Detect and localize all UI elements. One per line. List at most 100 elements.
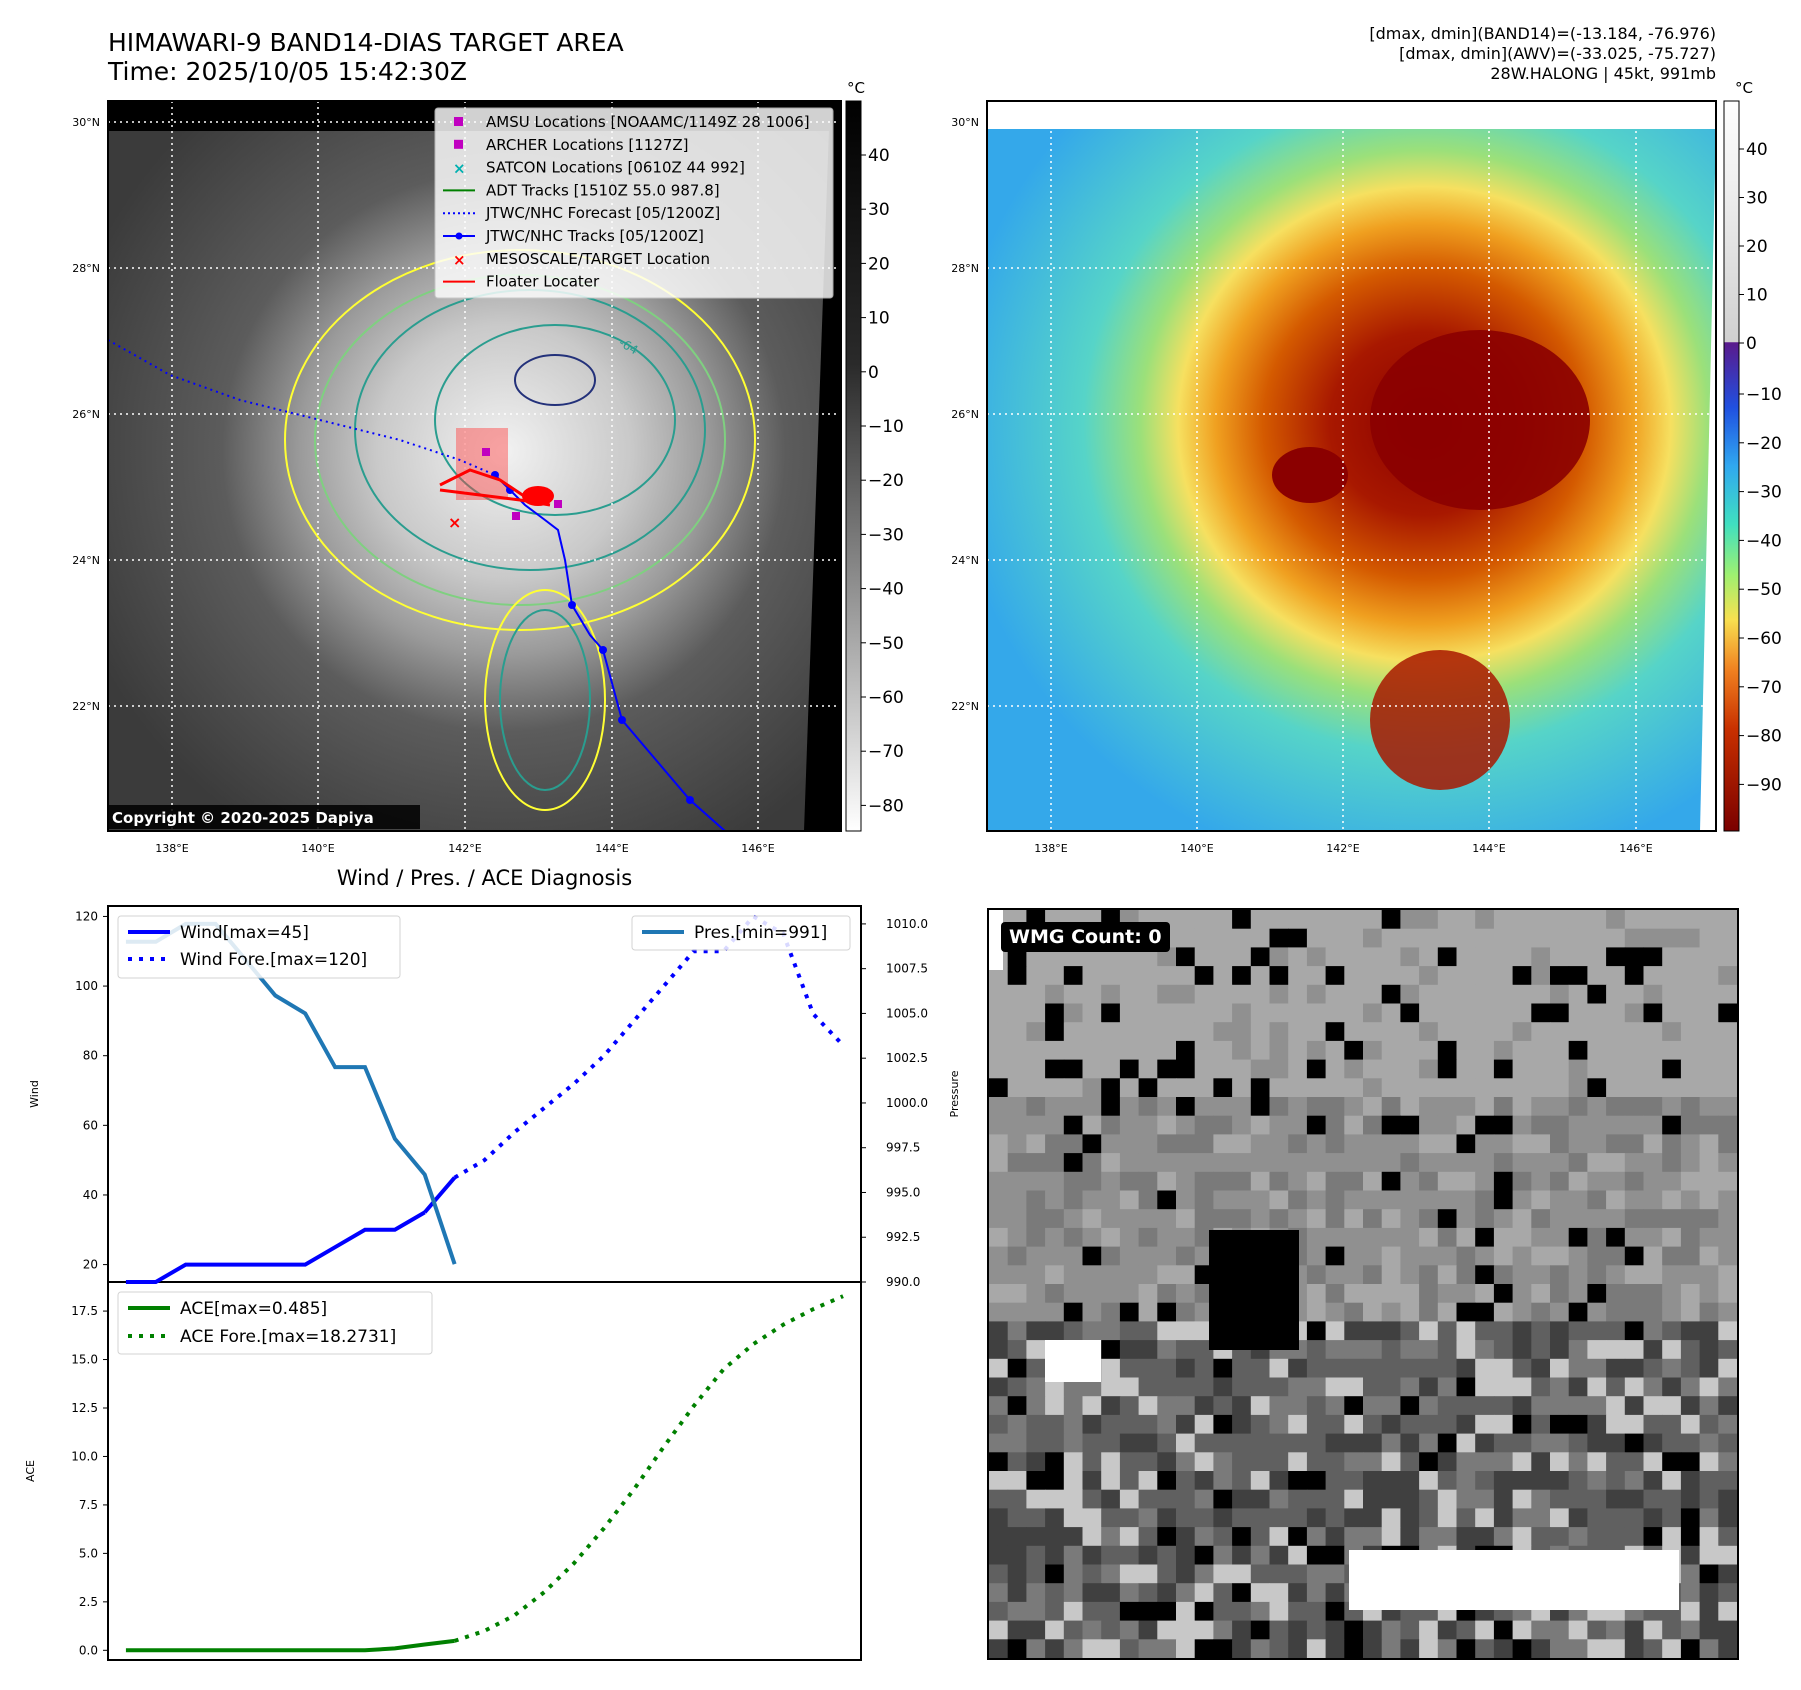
legend-label: Wind[max=45] [180,923,309,943]
awv-colorbar-tick: 10 [1746,286,1768,306]
gray-colorbar-tick: −70 [868,742,904,762]
awv-colorbar-tick: −60 [1746,629,1782,649]
map-panels: -64 [72,79,1782,855]
awv-colorbar-tick: −40 [1746,531,1782,551]
ace-axes [107,1281,862,1661]
legend-label: JTWC/NHC Forecast [05/1200Z] [485,204,720,222]
wmg-count-label: WMG Count: 0 [1001,922,1170,952]
legend-entry: AMSU Locations [NOAAMC/1149Z 28 1006] [454,113,810,131]
pressure-tick-label: 1007.5 [886,962,928,976]
series-line [125,1638,455,1653]
awv-colorbar-tick: −20 [1746,434,1782,454]
pressure-tick-label: 1010.0 [886,917,928,931]
awv-colorbar-tick: 40 [1746,140,1768,160]
ace-tick-label: 7.5 [79,1498,98,1512]
info-line-1: [dmax, dmin](BAND14)=(-13.184, -76.976) [1369,24,1716,43]
awv-colorbar-tick: −90 [1746,775,1782,795]
ace-legend: ACE[max=0.485] ACE Fore.[max=18.2731] [117,1291,433,1355]
pressure-tick-label: 997.5 [886,1141,920,1155]
lat-tick-label: 26°N [951,408,979,421]
target-area-box [456,428,508,500]
figure-title: HIMAWARI-9 BAND14-DIAS TARGET AREA Time:… [108,28,624,86]
wind-axis-label: Wind [28,1080,41,1108]
gray-colorbar-tick: −10 [868,417,904,437]
pressure-tick-label: 992.5 [886,1230,920,1244]
legend-label: Floater Locater [486,273,600,291]
awv-colorbar-unit: °C [1735,79,1753,97]
wind-legend: Wind[max=45] Wind Fore.[max=120] [117,915,401,979]
lat-tick-label: 26°N [72,408,100,421]
pressure-legend: Pres.[min=991] [631,915,851,951]
title-line-2: Time: 2025/10/05 15:42:30Z [108,57,467,86]
wind-tick-label: 80 [83,1049,98,1063]
legend-entry: JTWC/NHC Tracks [05/1200Z] [443,227,704,245]
ace-tick-label: 0.0 [79,1643,98,1657]
gray-colorbar-tick: 30 [868,200,890,220]
lon-tick-label: 140°E [1180,842,1213,855]
svg-text:×: × [448,513,461,532]
series-line [453,913,845,1180]
gray-colorbar-tick: 40 [868,146,890,166]
wind-tick-label: 120 [75,909,98,923]
ace-tick-label: 17.5 [71,1304,98,1318]
pressure-tick-label: 1000.0 [886,1096,928,1110]
wind-tick-label: 60 [83,1118,98,1132]
legend-label: Pres.[min=991] [694,923,827,943]
lon-tick-label: 144°E [595,842,628,855]
lon-tick-label: 138°E [155,842,188,855]
awv-colorbar-tick: −10 [1746,385,1782,405]
lat-tick-label: 24°N [72,554,100,567]
gray-colorbar-tick: −50 [868,634,904,654]
gray-colorbar-tick: −40 [868,580,904,600]
gray-colorbar-tick: 10 [868,309,890,329]
gray-colorbar-tick: −80 [868,796,904,816]
awv-colorbar [1723,100,1740,832]
ace-tick-label: 12.5 [71,1401,98,1415]
awv-colorbar-tick: 20 [1746,237,1768,257]
awv-colorbar-tick: 30 [1746,189,1768,209]
gray-colorbar [845,100,862,832]
lon-tick-label: 146°E [741,842,774,855]
series-line [423,1176,457,1214]
map-legend: AMSU Locations [NOAAMC/1149Z 28 1006] ARC… [434,107,834,299]
ace-axis-label: ACE [24,1460,37,1482]
lon-tick-label: 142°E [1326,842,1359,855]
awv-colorbar-tick: −80 [1746,727,1782,747]
pressure-tick-label: 995.0 [886,1185,920,1199]
ace-tick-label: 15.0 [71,1353,98,1367]
wind-tick-label: 40 [83,1188,98,1202]
lat-tick-label: 22°N [951,700,979,713]
svg-text:×: × [453,251,466,269]
series-line [125,1210,426,1284]
legend-entry: ARCHER Locations [1127Z] [454,136,689,154]
gray-colorbar-tick: −30 [868,525,904,545]
ace-tick-label: 2.5 [79,1595,98,1609]
legend-entry: × MESOSCALE/TARGET Location [453,250,710,269]
diagnosis-title: Wind / Pres. / ACE Diagnosis [337,866,632,890]
legend-label: ACE Fore.[max=18.2731] [180,1327,396,1347]
ace-tick-label: 5.0 [79,1546,98,1560]
wind-tick-label: 20 [83,1258,98,1272]
diagnosis-charts: Wind / Pres. / ACE Diagnosis 20 40 60 80 100 1… [24,866,961,1661]
legend-entry: Floater Locater [443,273,600,291]
info-line-3: 28W.HALONG | 45kt, 991mb [1490,64,1716,83]
jtwc-track [494,474,726,831]
gray-colorbar-tick: −20 [868,471,904,491]
wmg-panel: WMG Count: 0 [987,908,1739,1660]
legend-entry: ADT Tracks [1510Z 55.0 987.8] [443,181,720,199]
legend-label: ACE[max=0.485] [180,1299,327,1319]
lon-tick-label: 142°E [448,842,481,855]
lon-tick-label: 144°E [1472,842,1505,855]
legend-label: ADT Tracks [1510Z 55.0 987.8] [486,181,720,199]
pressure-tick-label: 1002.5 [886,1051,928,1065]
legend-label: ARCHER Locations [1127Z] [486,136,689,154]
svg-text:×: × [453,160,466,178]
lat-tick-label: 22°N [72,700,100,713]
legend-entry: JTWC/NHC Forecast [05/1200Z] [443,204,720,222]
series-line [453,1294,844,1643]
forecast-track [108,339,496,476]
gray-colorbar-unit: °C [847,79,865,97]
awv-colorbar-tick: 0 [1746,334,1757,354]
lat-tick-label: 28°N [72,262,100,275]
lat-tick-label: 30°N [951,116,979,129]
